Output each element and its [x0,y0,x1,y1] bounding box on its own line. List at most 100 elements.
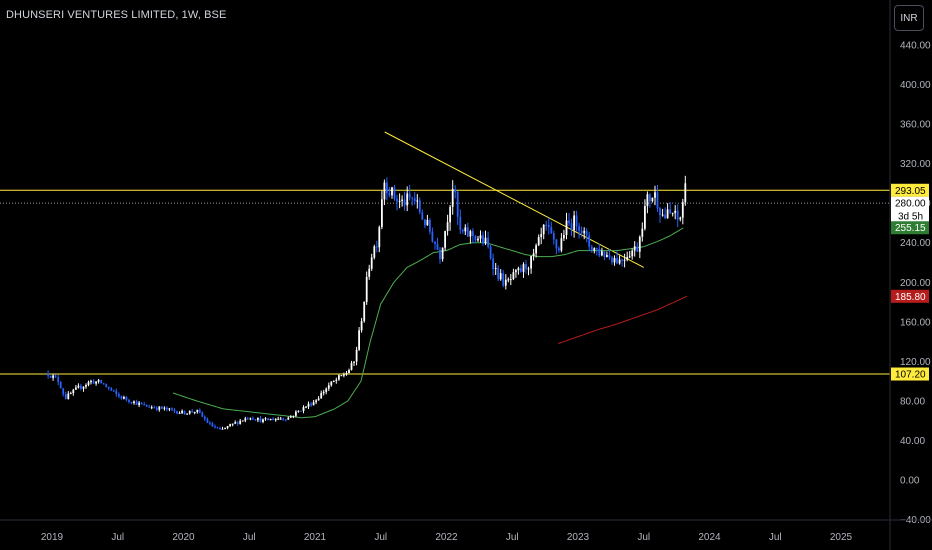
candle-body[interactable] [631,250,634,257]
candle-body[interactable] [97,380,100,382]
candle-body[interactable] [530,256,532,269]
candle-body[interactable] [365,276,368,302]
candle-body[interactable] [413,198,416,202]
candle-body[interactable] [115,390,118,395]
candle-body[interactable] [259,418,262,422]
candle-body[interactable] [676,210,679,220]
candle-body[interactable] [183,410,186,415]
candle-body[interactable] [451,189,454,207]
candle-body[interactable] [234,422,237,424]
candle-body[interactable] [75,387,77,390]
candle-body[interactable] [279,418,282,420]
candle-body[interactable] [325,388,328,392]
candle-body[interactable] [186,413,188,415]
candle-body[interactable] [173,409,176,412]
candle-body[interactable] [568,220,570,224]
candle-body[interactable] [388,193,391,196]
time-axis[interactable]: 2019 Jul 2020 Jul 2021 Jul 2022 Jul 2023 Jul 2024 J… [0,519,932,543]
candle-body[interactable] [555,239,558,249]
candle-body[interactable] [509,279,512,281]
candle-body[interactable] [398,200,401,202]
moving-average-short[interactable] [172,227,684,419]
candle-body[interactable] [120,396,123,399]
candle-body[interactable] [85,385,87,387]
candle-body[interactable] [641,228,644,237]
candle-body[interactable] [59,382,62,389]
candle-body[interactable] [57,377,60,383]
candle-body[interactable] [107,386,110,389]
candle-body[interactable] [130,401,133,404]
candle-body[interactable] [219,428,221,429]
candle-body[interactable] [618,259,621,264]
candle-body[interactable] [171,408,173,410]
candle-body[interactable] [563,235,565,239]
candle-body[interactable] [512,272,515,280]
candle-body[interactable] [429,220,431,232]
candle-body[interactable] [583,230,586,234]
candle-body[interactable] [373,246,376,258]
candle-body[interactable] [421,212,424,220]
candle-body[interactable] [312,402,315,406]
candle-body[interactable] [381,199,383,228]
candle-body[interactable] [138,402,140,405]
candle-body[interactable] [77,385,80,388]
candle-body[interactable] [292,415,295,417]
candle-body[interactable] [181,410,183,413]
candle-body[interactable] [459,216,462,230]
candle-body[interactable] [102,383,105,385]
candle-body[interactable] [143,404,146,406]
candle-body[interactable] [221,428,224,430]
candle-body[interactable] [317,398,320,401]
candle-body[interactable] [502,273,505,286]
candle-body[interactable] [520,268,522,272]
candle-body[interactable] [338,375,340,380]
candle-body[interactable] [461,230,464,232]
candle-body[interactable] [671,212,674,214]
candle-body[interactable] [593,248,596,251]
candle-body[interactable] [375,246,378,248]
candle-body[interactable] [444,231,446,248]
candle-body[interactable] [674,210,677,213]
candle-body[interactable] [315,400,317,403]
candle-body[interactable] [578,226,580,231]
candle-body[interactable] [300,410,302,412]
candle-body[interactable] [644,206,646,229]
candle-body[interactable] [431,231,434,242]
candle-body[interactable] [95,381,97,384]
candle-body[interactable] [383,182,386,200]
candle-body[interactable] [153,407,156,409]
candle-body[interactable] [224,427,226,429]
candle-body[interactable] [353,361,355,363]
candle-body[interactable] [595,248,598,250]
candle-body[interactable] [651,197,654,202]
candle-body[interactable] [343,374,345,376]
candle-body[interactable] [62,388,65,395]
candle-body[interactable] [252,418,254,420]
candle-body[interactable] [297,410,300,412]
candle-body[interactable] [406,193,409,206]
candle-body[interactable] [416,200,419,202]
candle-body[interactable] [659,208,661,215]
candle-body[interactable] [603,251,606,258]
candle-body[interactable] [335,379,338,381]
candle-body[interactable] [188,411,191,414]
candle-body[interactable] [348,370,350,373]
candle-body[interactable] [176,411,178,414]
candle-body[interactable] [386,182,388,194]
candle-body[interactable] [226,426,229,428]
candle-body[interactable] [100,380,103,384]
candle-body[interactable] [499,273,502,280]
candle-body[interactable] [439,249,441,260]
candle-body[interactable] [191,411,194,413]
candle-body[interactable] [547,224,550,228]
candle-body[interactable] [545,224,548,226]
candle-body[interactable] [580,230,583,234]
candle-body[interactable] [418,200,421,213]
candle-body[interactable] [638,236,641,252]
candle-body[interactable] [211,423,214,427]
candle-body[interactable] [681,202,684,218]
candle-body[interactable] [507,279,510,281]
candle-body[interactable] [585,230,588,236]
candle-body[interactable] [616,258,618,264]
candle-body[interactable] [140,402,143,405]
